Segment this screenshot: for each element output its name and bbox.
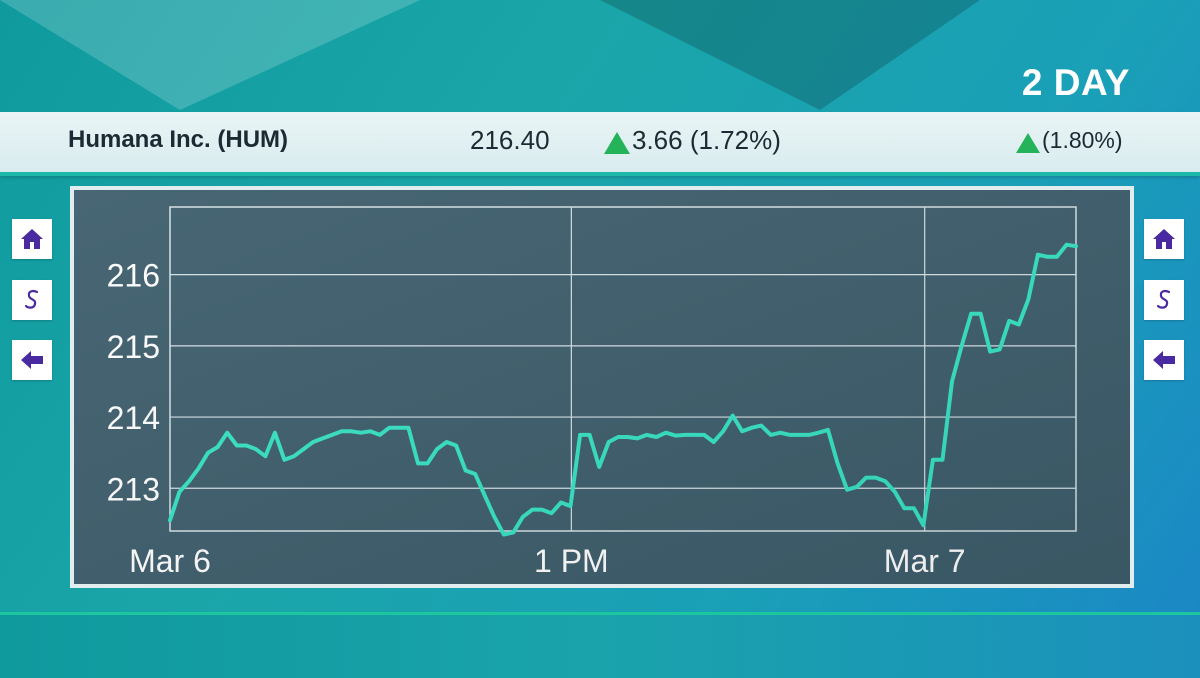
secondary-change: (1.80%) [1016,127,1123,154]
secondary-change-value: (1.80%) [1042,127,1123,153]
back-arrow-icon [21,351,43,369]
ticker-bar: Humana Inc. (HUM) 216.40 3.66 (1.72%) (1… [0,112,1200,176]
up-arrow-icon [1016,132,1040,153]
company-name: Humana Inc. (HUM) [68,126,289,153]
bottom-band [0,612,1200,678]
price-line-chart: 216 215 214 213 Mar 6 1 PM Mar 7 [107,206,1078,579]
home-button-right[interactable] [1144,219,1184,259]
y-tick-label: 213 [107,471,160,507]
y-tick-label: 214 [107,400,160,436]
y-tick-label: 215 [107,329,160,365]
dollar-icon [1156,289,1171,309]
plot-border [169,206,1077,532]
chart-panel: 216 215 214 213 Mar 6 1 PM Mar 7 [70,186,1134,588]
price-series-line [168,242,1078,537]
back-button-left[interactable] [12,340,52,380]
x-tick-label: 1 PM [534,543,609,579]
price-change: 3.66 (1.72%) [604,125,781,156]
y-tick-label: 216 [107,258,160,294]
home-button-left[interactable] [12,219,52,259]
dollar-button-right[interactable] [1144,280,1184,320]
period-label: 2 DAY [1021,62,1130,103]
x-tick-label: Mar 7 [884,543,966,579]
back-arrow-icon [1153,351,1175,369]
back-button-right[interactable] [1144,340,1184,380]
home-icon [1153,229,1175,249]
x-tick-label: Mar 6 [129,543,211,579]
dollar-button-left[interactable] [12,280,52,320]
home-icon [21,229,43,249]
price-change-value: 3.66 (1.72%) [632,125,781,155]
dollar-icon [24,289,39,309]
last-price: 216.40 [470,125,550,155]
up-arrow-icon [604,131,630,154]
